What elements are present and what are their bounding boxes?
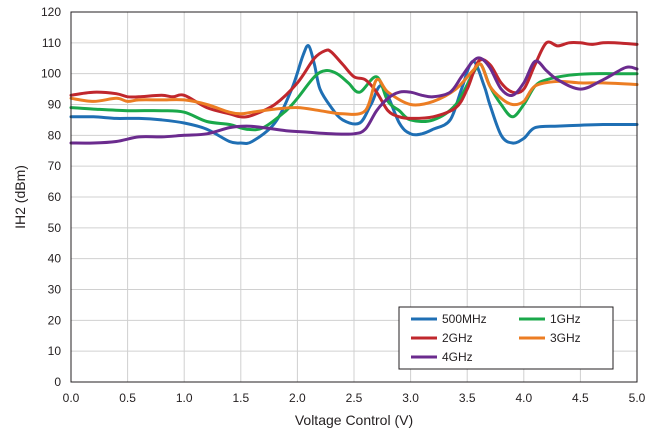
- y-tick-label: 50: [48, 221, 62, 235]
- y-tick-label: 10: [48, 344, 62, 358]
- plot-frame: [70, 11, 638, 383]
- y-tick-label: 70: [48, 159, 62, 173]
- legend-label: 2GHz: [442, 331, 473, 345]
- plot-series: [69, 40, 639, 145]
- legend-label: 1GHz: [550, 312, 581, 326]
- y-tick-label: 20: [48, 313, 62, 327]
- y-tick-label: 40: [48, 252, 62, 266]
- x-tick-label: 1.5: [232, 391, 249, 405]
- y-axis-label: IH2 (dBm): [12, 165, 28, 229]
- series-line-4ghz: [69, 56, 639, 145]
- x-tick-label: 2.5: [346, 391, 363, 405]
- legend-label: 3GHz: [550, 331, 581, 345]
- x-tick-label: 0.5: [119, 391, 136, 405]
- x-tick-label: 2.0: [289, 391, 306, 405]
- series-line-500mhz: [69, 44, 639, 145]
- y-tick-label: 30: [48, 283, 62, 297]
- x-tick-label: 3.5: [459, 391, 476, 405]
- y-tick-label: 0: [54, 375, 61, 389]
- y-tick-label: 80: [48, 128, 62, 142]
- y-tick-label: 60: [48, 190, 62, 204]
- legend-label: 4GHz: [442, 350, 473, 364]
- y-tick-label: 120: [41, 5, 61, 19]
- x-tick-label: 5.0: [629, 391, 646, 405]
- grid: [71, 12, 637, 382]
- legend-label: 500MHz: [442, 312, 487, 326]
- x-tick-label: 3.0: [402, 391, 419, 405]
- x-axis-label: Voltage Control (V): [295, 412, 413, 428]
- y-tick-label: 100: [41, 67, 61, 81]
- x-tick-label: 1.0: [176, 391, 193, 405]
- x-tick-label: 0.0: [63, 391, 80, 405]
- series-line-3ghz: [69, 62, 639, 116]
- x-tick-label: 4.0: [515, 391, 532, 405]
- axis-ticks: 0 10 20 30 40 50 60 70 80 90 100 110 120 0.0 0.5 1.0 1.5…: [41, 5, 646, 405]
- legend: 500MHz 1GHz 2GHz 3GHz 4GHz: [398, 306, 614, 370]
- y-tick-label: 90: [48, 98, 62, 112]
- series-line-2ghz: [69, 40, 639, 120]
- y-tick-label: 110: [42, 36, 61, 50]
- x-tick-label: 4.5: [572, 391, 589, 405]
